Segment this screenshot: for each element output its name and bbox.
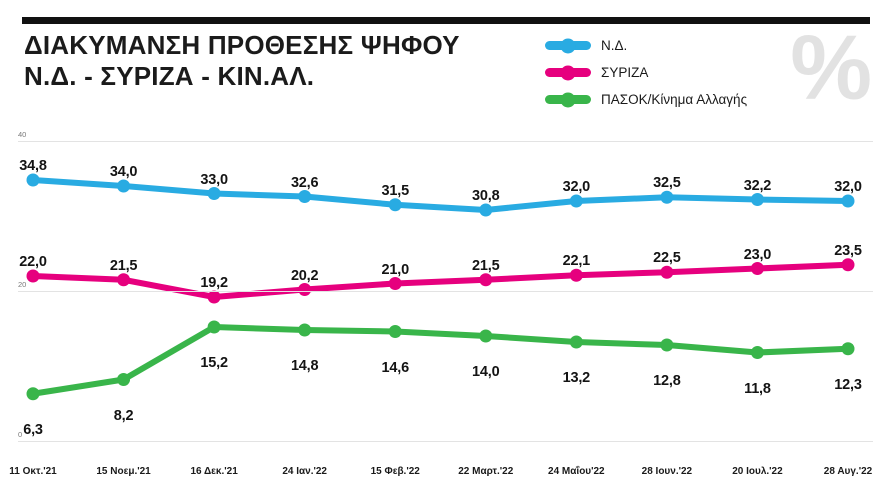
x-axis-tick-label: 15 Φεβ.'22 [370, 466, 420, 477]
data-point-marker[interactable] [841, 342, 855, 356]
legend-item[interactable]: ΠΑΣΟΚ/Κίνημα Αλλαγής [545, 86, 747, 113]
data-point-marker[interactable] [750, 346, 764, 359]
gridline [18, 441, 873, 442]
data-point-label: 15,2 [200, 355, 228, 371]
data-point-label: 30,8 [472, 188, 500, 204]
data-point-label: 23,0 [743, 246, 772, 263]
x-axis-tick-label: 16 Δεκ.'21 [190, 466, 238, 477]
data-point-marker[interactable] [117, 179, 131, 193]
x-axis-tick-label: 22 Μαρτ.'22 [458, 466, 514, 477]
x-axis-tick-label: 15 Νοεμ.'21 [96, 466, 151, 477]
data-point-marker[interactable] [479, 329, 493, 343]
data-point-label: 12,8 [653, 373, 681, 389]
data-point-label: 6,3 [23, 421, 43, 438]
x-axis-tick-label: 24 Ιαν.'22 [282, 466, 327, 477]
data-point-label: 22,1 [562, 253, 591, 270]
gridline [18, 291, 873, 292]
data-point-label: 21,5 [472, 257, 500, 274]
data-point-label: 11,8 [744, 380, 771, 397]
title-line-2: Ν.Δ. - ΣΥΡΙΖΑ - ΚΙΝ.ΑΛ. [24, 60, 315, 91]
data-point-marker[interactable] [117, 273, 131, 287]
data-point-label: 34,0 [109, 164, 138, 180]
x-axis-tick-label: 28 Ιουν.'22 [641, 466, 693, 477]
legend-dot-icon [560, 92, 576, 107]
data-point-marker[interactable] [479, 273, 493, 287]
data-point-label: 21,0 [381, 261, 410, 278]
chart-legend: Ν.Δ. ΣΥΡΙΖΑ ΠΑΣΟΚ/Κίνημα Αλλαγής [545, 32, 747, 113]
data-point-label: 32,0 [834, 179, 862, 195]
data-point-label: 32,2 [743, 177, 772, 194]
series-line [30, 324, 851, 397]
data-point-marker[interactable] [569, 194, 583, 208]
data-point-marker[interactable] [841, 258, 855, 272]
data-point-label: 33,0 [200, 171, 228, 188]
data-point-marker[interactable] [207, 187, 221, 200]
header-rule [22, 17, 870, 24]
legend-swatch-icon [545, 38, 591, 53]
data-point-marker[interactable] [117, 373, 131, 386]
legend-label: ΠΑΣΟΚ/Κίνημα Αλλαγής [601, 92, 748, 107]
x-axis-tick-label: 11 Οκτ.'21 [9, 466, 57, 477]
legend-label: Ν.Δ. [601, 38, 628, 53]
data-point-marker[interactable] [750, 193, 764, 206]
x-axis-tick-label: 28 Αυγ.'22 [823, 466, 873, 477]
data-point-label: 32,5 [653, 175, 681, 192]
data-point-marker[interactable] [660, 338, 674, 352]
legend-item[interactable]: ΣΥΡΙΖΑ [545, 59, 747, 86]
data-point-marker[interactable] [569, 335, 583, 349]
percent-watermark: % [790, 17, 872, 119]
data-point-label: 14,0 [472, 364, 500, 380]
data-point-marker[interactable] [569, 268, 583, 282]
data-point-marker[interactable] [660, 265, 674, 279]
data-point-marker[interactable] [388, 325, 402, 338]
data-point-marker[interactable] [207, 290, 221, 304]
data-point-label: 13,2 [562, 370, 591, 386]
data-point-label: 31,5 [381, 182, 410, 199]
y-axis-tick-label: 20 [18, 280, 27, 289]
data-point-label: 23,5 [834, 242, 862, 259]
data-point-marker[interactable] [26, 173, 40, 187]
data-point-label: 19,2 [200, 275, 228, 291]
data-point-marker[interactable] [26, 387, 40, 401]
data-point-label: 14,8 [290, 358, 319, 374]
series-line [30, 177, 851, 213]
data-point-marker[interactable] [750, 262, 764, 275]
data-point-marker[interactable] [660, 190, 674, 204]
series-line [30, 261, 851, 300]
data-point-marker[interactable] [841, 194, 855, 208]
data-point-marker[interactable] [298, 323, 312, 337]
data-point-label: 34,8 [19, 158, 47, 174]
data-point-marker[interactable] [479, 203, 493, 217]
legend-dot-icon [560, 65, 576, 80]
data-point-label: 14,6 [381, 359, 410, 376]
gridline [18, 141, 873, 142]
data-point-marker[interactable] [388, 198, 402, 212]
title-line-1: ΔΙΑΚΥΜΑΝΣΗ ΠΡΟΘΕΣΗΣ ΨΗΦΟΥ [24, 30, 460, 60]
data-point-label: 22,5 [653, 250, 681, 267]
data-point-marker[interactable] [207, 320, 221, 334]
x-axis-tick-label: 20 Ιουλ.'22 [732, 466, 783, 477]
data-point-label: 12,3 [834, 376, 862, 393]
page-title: ΔΙΑΚΥΜΑΝΣΗ ΠΡΟΘΕΣΗΣ ΨΗΦΟΥ Ν.Δ. - ΣΥΡΙΖΑ … [24, 30, 544, 91]
data-point-label: 8,2 [113, 407, 134, 424]
legend-item[interactable]: Ν.Δ. [545, 32, 747, 59]
data-point-label: 32,0 [562, 179, 591, 195]
data-point-label: 21,5 [109, 257, 138, 274]
y-axis-tick-label: 40 [18, 130, 27, 139]
legend-label: ΣΥΡΙΖΑ [601, 65, 649, 80]
y-axis-tick-label: 0 [18, 430, 23, 439]
data-point-marker[interactable] [298, 190, 312, 203]
data-point-marker[interactable] [298, 283, 312, 296]
data-point-label: 22,0 [19, 254, 47, 270]
legend-swatch-icon [545, 65, 591, 80]
data-point-marker[interactable] [388, 277, 402, 290]
data-point-marker[interactable] [26, 269, 40, 283]
legend-dot-icon [560, 38, 576, 53]
legend-swatch-icon [545, 92, 591, 107]
data-point-label: 32,6 [290, 174, 319, 191]
x-axis-tick-label: 24 Μαΐου'22 [548, 466, 605, 477]
data-point-label: 20,2 [290, 267, 319, 284]
